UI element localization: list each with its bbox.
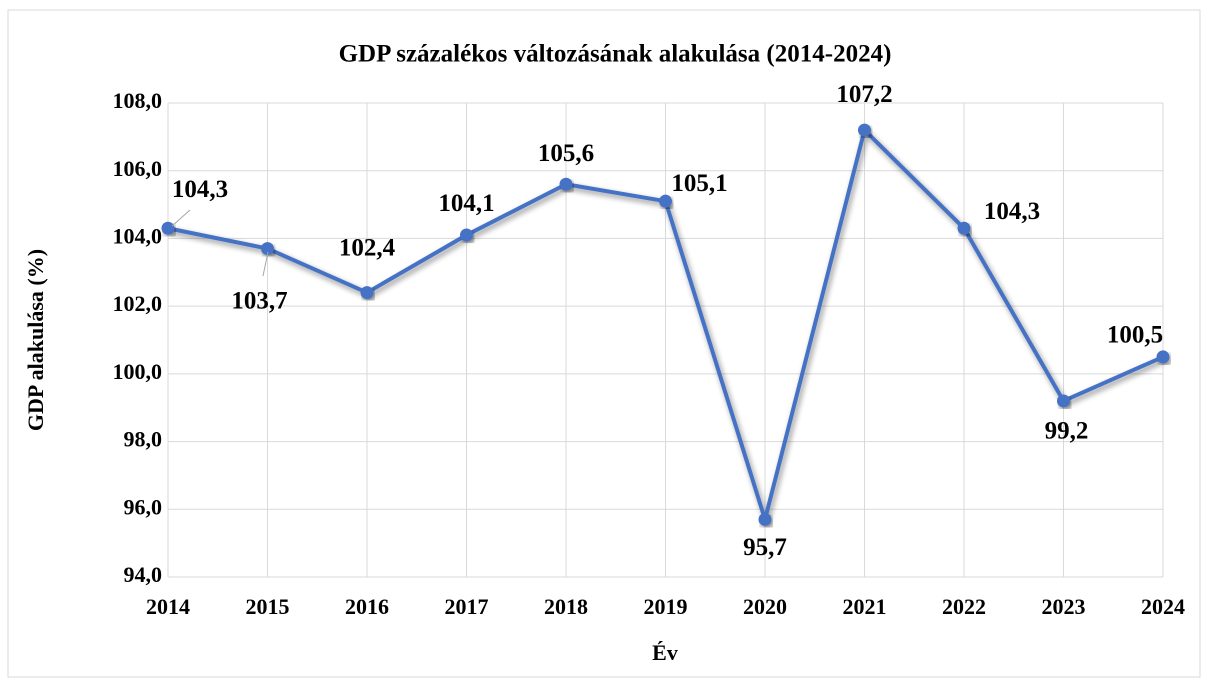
- y-tick-label: 104,0: [113, 223, 163, 248]
- marker: [957, 221, 971, 235]
- x-tick-label: 2015: [246, 594, 290, 619]
- data-label: 104,3: [984, 198, 1040, 225]
- data-label: 107,2: [836, 81, 892, 108]
- x-tick-label: 2014: [146, 594, 190, 619]
- marker: [1057, 394, 1070, 408]
- y-axis-label: GDP alakulása (%): [23, 249, 48, 431]
- x-tick-label: 2022: [942, 594, 986, 619]
- y-tick-label: 108,0: [113, 88, 163, 113]
- chart-title: GDP százalékos változásának alakulása (2…: [339, 41, 892, 68]
- marker: [858, 123, 871, 137]
- x-tick-label: 2017: [445, 594, 489, 619]
- leader-line: [262, 251, 269, 277]
- x-tick-label: 2018: [544, 594, 588, 619]
- chart-border: [7, 9, 1201, 678]
- y-tick-label: 98,0: [124, 427, 163, 452]
- leader-line: [171, 209, 191, 227]
- y-tick-label: 96,0: [124, 494, 163, 519]
- data-label: 103,7: [231, 287, 287, 314]
- data-label: 99,2: [1045, 418, 1089, 445]
- marker: [460, 228, 473, 242]
- marker: [261, 242, 274, 256]
- data-label: 104,3: [172, 176, 228, 203]
- x-tick-label: 2019: [644, 594, 688, 619]
- x-tick-label: 2023: [1042, 594, 1086, 619]
- marker: [1156, 350, 1170, 364]
- x-tick-label: 2024: [1141, 594, 1185, 619]
- data-label: 105,6: [538, 140, 594, 167]
- x-tick-label: 2016: [345, 594, 389, 619]
- marker: [559, 177, 573, 191]
- x-tick-label: 2021: [843, 594, 887, 619]
- marker: [659, 194, 672, 208]
- data-label: 95,7: [743, 534, 787, 561]
- marker: [758, 512, 772, 526]
- x-axis-label: Év: [652, 640, 678, 665]
- data-label: 102,4: [339, 234, 396, 261]
- x-tick-label: 2020: [743, 594, 787, 619]
- y-tick-label: 102,0: [113, 291, 163, 316]
- data-label: 105,1: [671, 170, 727, 197]
- marker: [360, 286, 374, 300]
- data-label: 104,1: [438, 190, 494, 217]
- y-tick-label: 100,0: [113, 359, 163, 384]
- y-tick-label: 94,0: [124, 562, 163, 587]
- marker: [161, 221, 175, 235]
- y-tick-label: 106,0: [113, 156, 163, 181]
- data-label: 100,5: [1107, 322, 1163, 349]
